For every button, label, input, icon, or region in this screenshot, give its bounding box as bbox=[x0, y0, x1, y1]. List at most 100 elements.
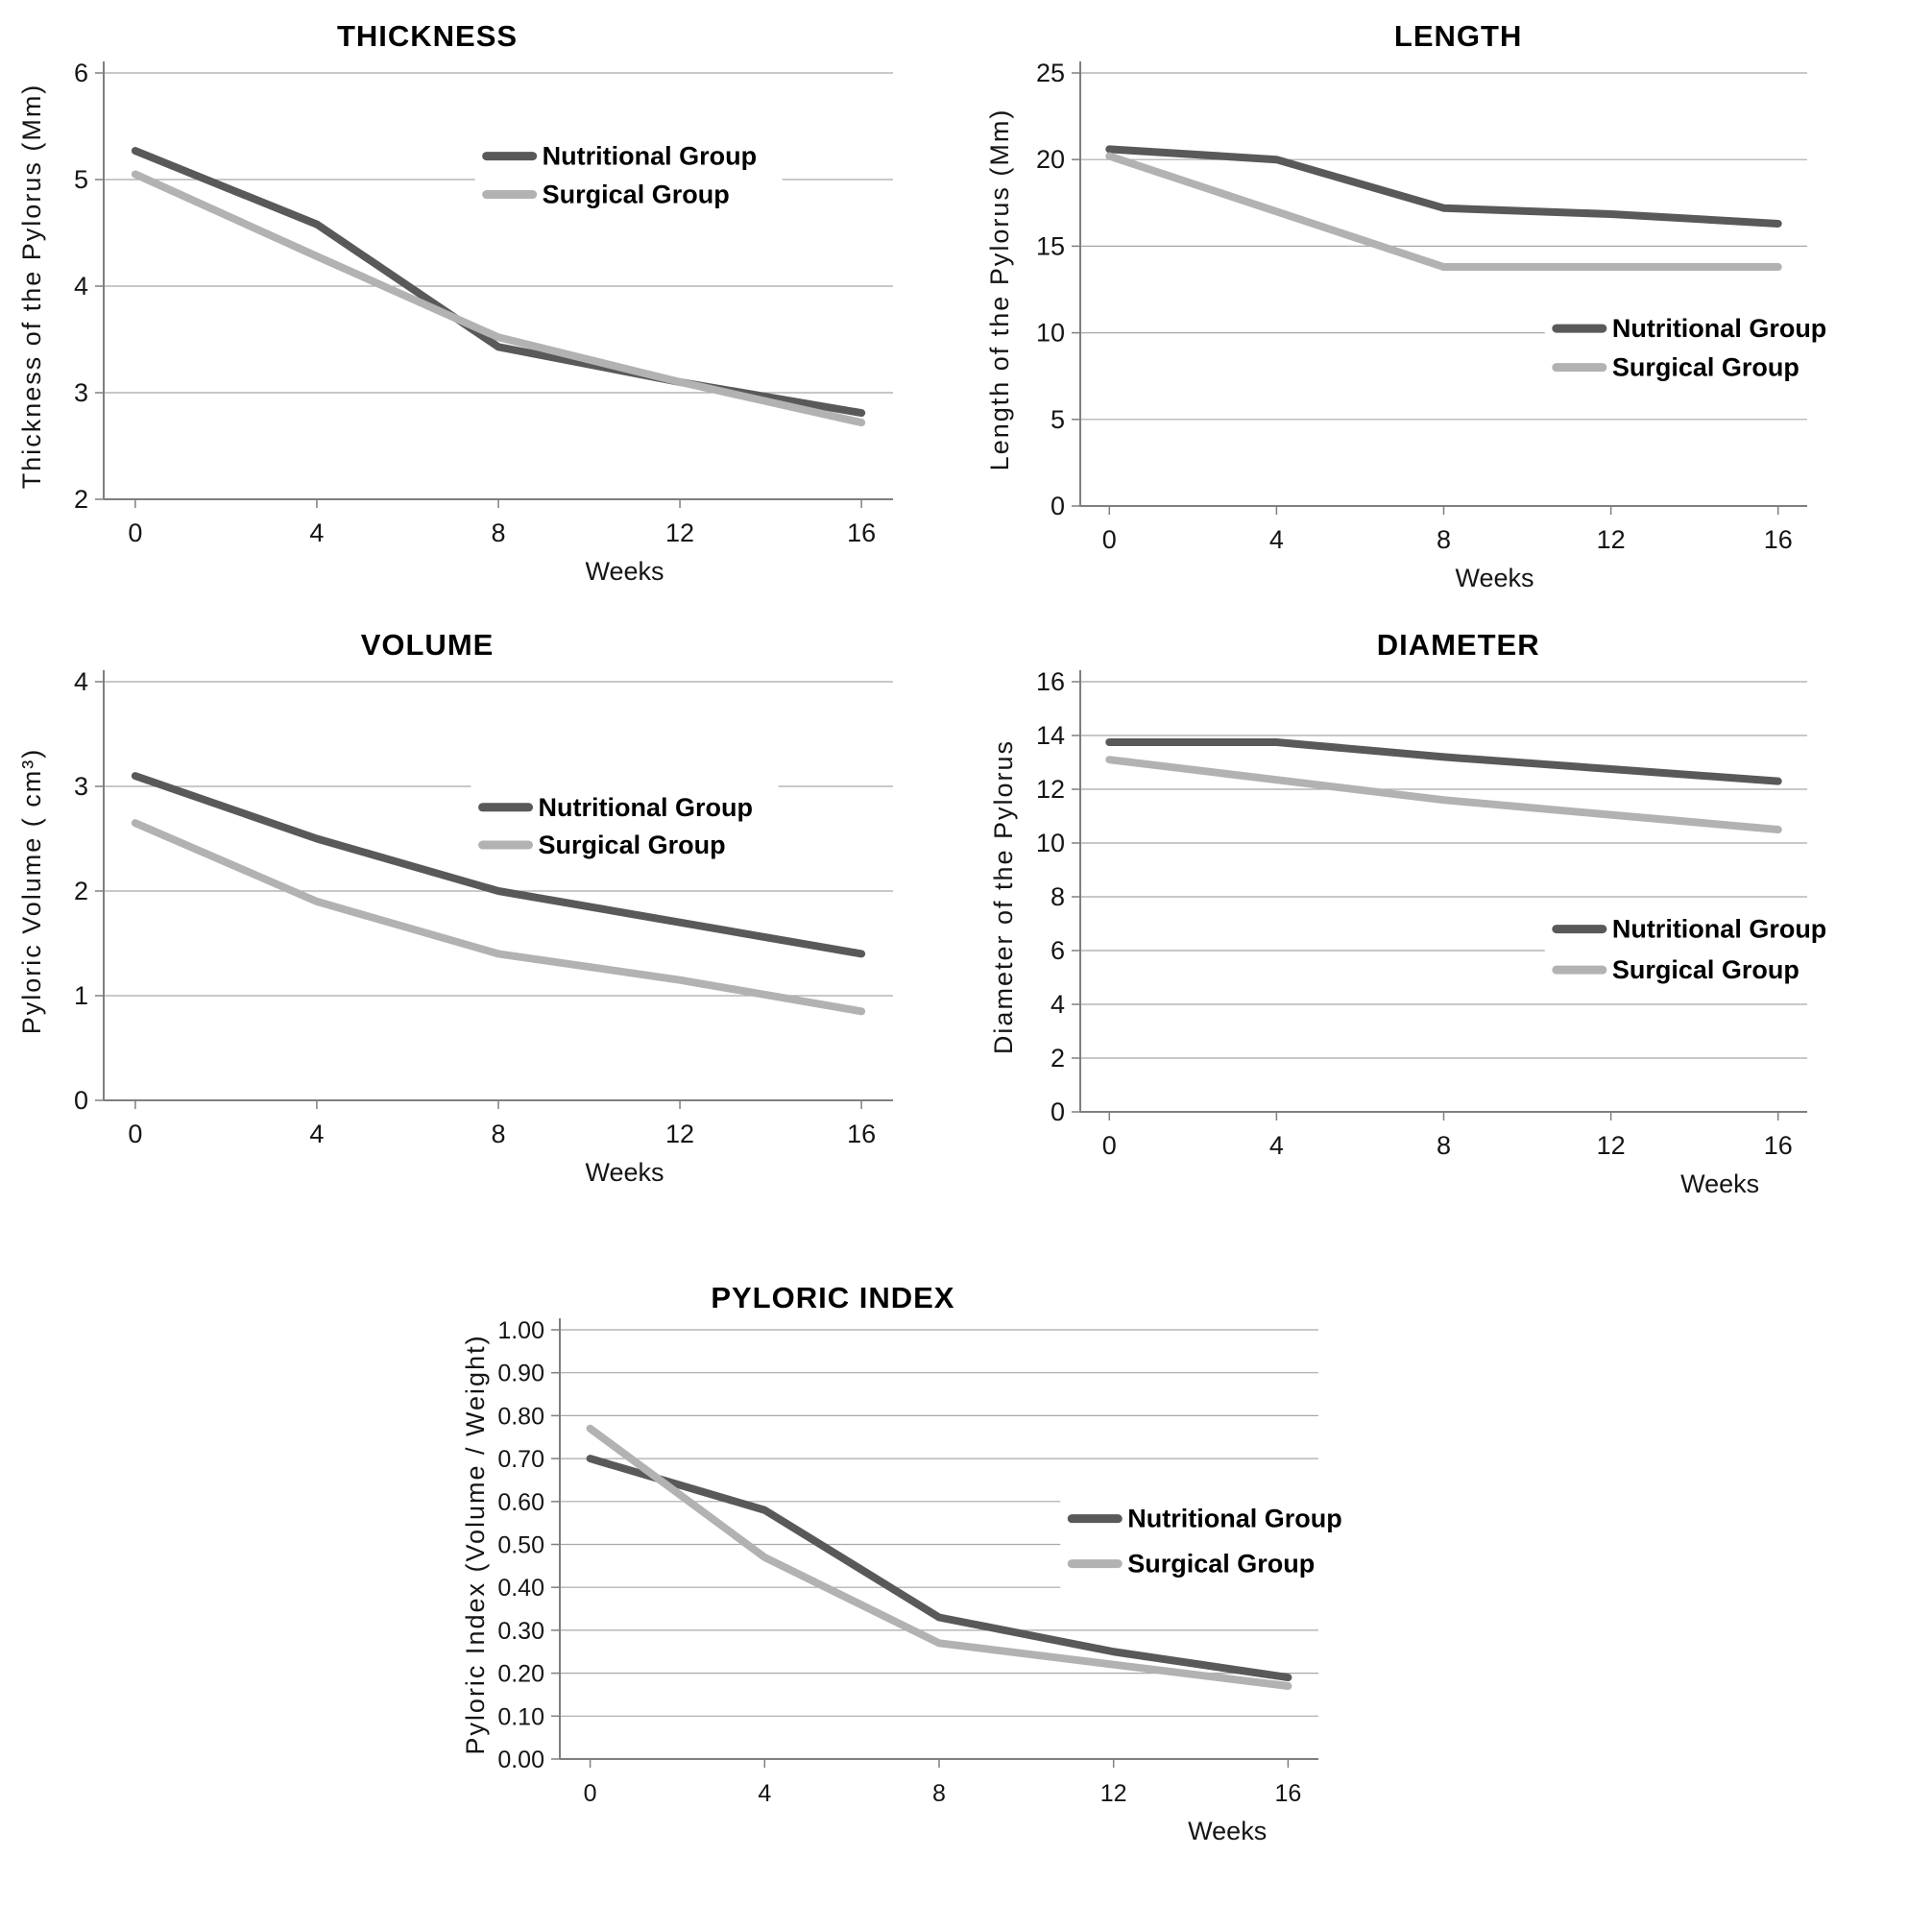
thickness-legend-label-nutritional: Nutritional Group bbox=[543, 142, 757, 171]
pyloric-ytick-labels: 1.00 0.90 0.80 0.70 0.60 0.50 0.40 0.30 0.20 0.10… bbox=[497, 1317, 544, 1773]
svg-text:0.20: 0.20 bbox=[497, 1661, 544, 1688]
length-series-nutritional bbox=[1105, 145, 1782, 228]
length-series-surgical bbox=[1105, 152, 1782, 272]
svg-text:25: 25 bbox=[1036, 59, 1065, 87]
diameter-axes bbox=[1072, 670, 1807, 1121]
thickness-legend: Nutritional Group Surgical Group bbox=[474, 127, 783, 224]
svg-text:16: 16 bbox=[1274, 1780, 1301, 1807]
length-legend-label-nutritional: Nutritional Group bbox=[1612, 314, 1826, 343]
chart-diameter: 16 14 12 10 8 6 4 2 0 0 4 8 12 16 Weeks Diameter of the… bbox=[979, 607, 1925, 1200]
svg-text:0.70: 0.70 bbox=[497, 1446, 544, 1473]
pyloric-axes bbox=[551, 1318, 1318, 1768]
thickness-ytick-labels: 6 5 4 3 2 bbox=[74, 59, 88, 514]
diameter-gridlines bbox=[1080, 681, 1807, 1059]
volume-svg: 4 3 2 1 0 0 4 8 12 16 Weeks Pyloric Volume ( cm³) VO… bbox=[17, 628, 893, 1187]
pyloric-series-nutritional bbox=[586, 1455, 1292, 1682]
svg-text:0.10: 0.10 bbox=[497, 1703, 544, 1730]
diameter-legend-item-nutritional: Nutritional Group bbox=[1552, 915, 1826, 944]
svg-text:2: 2 bbox=[1051, 1044, 1065, 1072]
svg-text:0.40: 0.40 bbox=[497, 1575, 544, 1602]
pyloric-xtick-labels: 0 4 8 12 16 bbox=[584, 1780, 1302, 1807]
volume-series-nutritional bbox=[131, 772, 866, 958]
chart-volume: 4 3 2 1 0 0 4 8 12 16 Weeks Pyloric Volume ( cm³) VO… bbox=[8, 607, 910, 1197]
svg-text:16: 16 bbox=[1764, 525, 1793, 554]
volume-series-surgical bbox=[131, 819, 866, 1016]
svg-text:14: 14 bbox=[1036, 721, 1065, 750]
svg-text:12: 12 bbox=[1597, 1131, 1626, 1160]
svg-text:12: 12 bbox=[1036, 775, 1065, 804]
length-legend: Nutritional Group Surgical Group bbox=[1544, 300, 1852, 397]
length-ytick-labels: 25 20 15 10 5 0 bbox=[1036, 59, 1065, 520]
length-xaxis-label: Weeks bbox=[1455, 564, 1534, 592]
thickness-xaxis-label: Weeks bbox=[586, 557, 664, 586]
diameter-xtick-labels: 0 4 8 12 16 bbox=[1102, 1131, 1793, 1160]
svg-text:3: 3 bbox=[74, 772, 88, 801]
volume-legend-label-surgical: Surgical Group bbox=[539, 831, 726, 859]
svg-text:12: 12 bbox=[1597, 525, 1626, 554]
svg-text:8: 8 bbox=[491, 518, 505, 547]
svg-text:0.30: 0.30 bbox=[497, 1618, 544, 1645]
svg-text:6: 6 bbox=[1051, 936, 1065, 965]
pyloric-legend-label-nutritional: Nutritional Group bbox=[1127, 1505, 1341, 1533]
svg-text:20: 20 bbox=[1036, 145, 1065, 174]
svg-text:12: 12 bbox=[1100, 1780, 1127, 1807]
svg-text:16: 16 bbox=[1036, 667, 1065, 696]
svg-text:0.00: 0.00 bbox=[497, 1747, 544, 1773]
svg-text:4: 4 bbox=[74, 667, 88, 696]
svg-text:0.80: 0.80 bbox=[497, 1403, 544, 1430]
pyloric-legend-item-nutritional: Nutritional Group bbox=[1067, 1505, 1342, 1533]
volume-yaxis-label: Pyloric Volume ( cm³) bbox=[17, 748, 46, 1035]
svg-text:0: 0 bbox=[128, 518, 142, 547]
svg-text:8: 8 bbox=[491, 1120, 505, 1148]
length-series bbox=[1105, 145, 1782, 272]
chart-thickness: 6 5 4 3 2 0 4 8 12 16 Weeks Thickness of the Pyloru… bbox=[8, 8, 910, 595]
pyloric-series-surgical bbox=[586, 1424, 1292, 1691]
svg-text:5: 5 bbox=[1051, 405, 1065, 434]
volume-ytick-labels: 4 3 2 1 0 bbox=[74, 667, 88, 1115]
length-legend-item-surgical: Surgical Group bbox=[1552, 353, 1799, 382]
thickness-legend-label-surgical: Surgical Group bbox=[543, 181, 730, 209]
svg-text:0: 0 bbox=[128, 1120, 142, 1148]
length-legend-label-surgical: Surgical Group bbox=[1612, 353, 1799, 382]
diameter-legend: Nutritional Group Surgical Group bbox=[1544, 900, 1852, 1000]
svg-text:6: 6 bbox=[74, 59, 88, 87]
thickness-series bbox=[131, 147, 866, 427]
svg-text:1: 1 bbox=[74, 981, 88, 1010]
svg-text:3: 3 bbox=[74, 378, 88, 407]
svg-text:0: 0 bbox=[1102, 525, 1117, 554]
svg-text:2: 2 bbox=[74, 877, 88, 905]
length-svg: 25 20 15 10 5 0 0 4 8 12 16 Weeks Length of the Pylo… bbox=[985, 19, 1852, 592]
svg-text:10: 10 bbox=[1036, 319, 1065, 348]
diameter-legend-item-surgical: Surgical Group bbox=[1552, 955, 1799, 984]
pyloric-yaxis-label: Pyloric Index (Volume / Weight) bbox=[461, 1334, 490, 1754]
diameter-xaxis-label: Weeks bbox=[1680, 1169, 1759, 1198]
svg-text:0.50: 0.50 bbox=[497, 1532, 544, 1559]
svg-text:12: 12 bbox=[665, 1120, 694, 1148]
svg-text:12: 12 bbox=[665, 518, 694, 547]
pyloric-svg: 1.00 0.90 0.80 0.70 0.60 0.50 0.40 0.30 0.20 0.10… bbox=[461, 1281, 1368, 1845]
thickness-svg: 6 5 4 3 2 0 4 8 12 16 Weeks Thickness of the Pyloru… bbox=[17, 19, 893, 586]
svg-text:0: 0 bbox=[74, 1086, 88, 1115]
pyloric-series bbox=[586, 1424, 1292, 1691]
svg-text:2: 2 bbox=[74, 485, 88, 514]
svg-text:4: 4 bbox=[309, 1120, 324, 1148]
diameter-series bbox=[1105, 738, 1782, 833]
diameter-yaxis-label: Diameter of the Pylorus bbox=[989, 739, 1018, 1054]
svg-text:0: 0 bbox=[1051, 1097, 1065, 1126]
svg-text:0.60: 0.60 bbox=[497, 1489, 544, 1516]
pyloric-xaxis-label: Weeks bbox=[1188, 1817, 1267, 1845]
volume-axes bbox=[95, 670, 893, 1109]
length-xtick-labels: 0 4 8 12 16 bbox=[1102, 525, 1793, 554]
svg-text:4: 4 bbox=[309, 518, 324, 547]
length-title: LENGTH bbox=[1394, 19, 1522, 53]
svg-text:1.00: 1.00 bbox=[497, 1317, 544, 1344]
svg-text:4: 4 bbox=[74, 272, 88, 301]
thickness-series-surgical bbox=[131, 170, 866, 427]
diameter-ytick-labels: 16 14 12 10 8 6 4 2 0 bbox=[1036, 667, 1065, 1126]
length-axes bbox=[1072, 61, 1807, 515]
volume-series bbox=[131, 772, 866, 1016]
thickness-legend-item-nutritional: Nutritional Group bbox=[482, 142, 757, 171]
svg-text:5: 5 bbox=[74, 165, 88, 194]
